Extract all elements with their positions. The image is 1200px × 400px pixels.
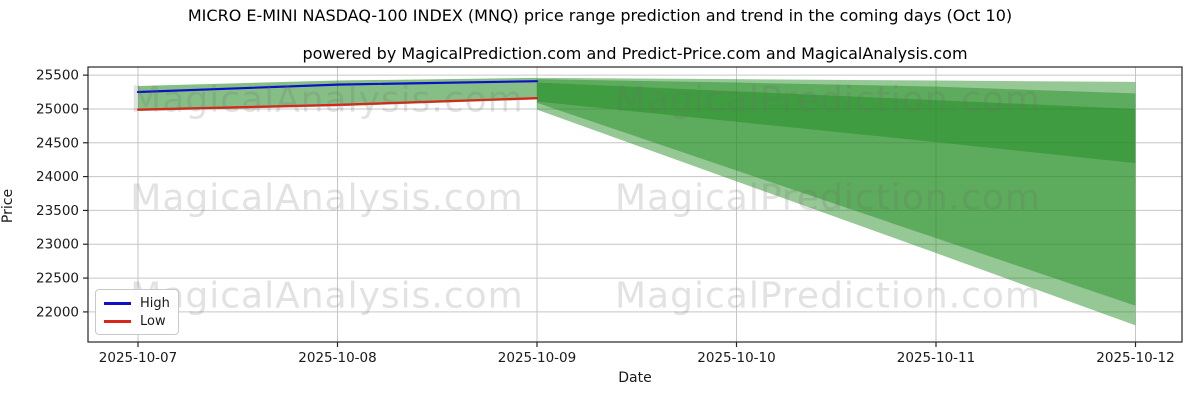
x-tick-label: 2025-10-07 — [99, 350, 177, 366]
watermark-analysis-row2: MagicalAnalysis.com — [130, 177, 524, 219]
watermark-prediction-row1: MagicalPrediction.com — [615, 79, 1041, 121]
y-tick-label: 23000 — [36, 237, 79, 253]
legend-item-high: High — [104, 295, 170, 313]
x-axis-label: Date — [618, 370, 652, 386]
x-tick-label: 2025-10-08 — [298, 350, 376, 366]
y-tick-label: 25000 — [36, 101, 79, 117]
x-tick-label: 2025-10-09 — [498, 350, 576, 366]
legend-high-line-swatch — [104, 302, 131, 306]
y-tick-label: 24500 — [36, 135, 79, 151]
legend-low-label: Low — [140, 313, 166, 329]
figure-subtitle: powered by MagicalPrediction.com and Pre… — [302, 44, 968, 63]
x-tick-label: 2025-10-12 — [1096, 350, 1174, 366]
band-historical-range — [138, 77, 537, 111]
band-forecast-outer — [537, 77, 1136, 326]
legend-item-low: Low — [104, 313, 170, 331]
band-forecast-middle — [537, 79, 1136, 306]
watermark-prediction-row3: MagicalPrediction.com — [615, 275, 1041, 317]
line-low — [136, 97, 539, 111]
y-tick-label: 22000 — [36, 304, 79, 320]
band-forecast-inner — [537, 82, 1136, 164]
legend-high-label: High — [140, 296, 170, 312]
y-tick-label: 22500 — [36, 271, 79, 287]
line-high — [136, 80, 539, 94]
x-tick-label: 2025-10-10 — [697, 350, 775, 366]
y-tick-label: 24000 — [36, 169, 79, 185]
x-tick-label: 2025-10-11 — [897, 350, 975, 366]
watermark-analysis-row1: MagicalAnalysis.com — [130, 79, 524, 121]
figure-title: MICRO E-MINI NASDAQ-100 INDEX (MNQ) pric… — [187, 6, 1013, 25]
y-tick-label: 25500 — [36, 68, 79, 84]
y-axis-label: Price — [0, 188, 16, 224]
legend-low-line-swatch — [104, 319, 131, 323]
legend: High Low — [95, 289, 179, 335]
watermark-prediction-row2: MagicalPrediction.com — [615, 177, 1041, 219]
y-tick-label: 23500 — [36, 203, 79, 219]
watermark-analysis-row3: MagicalAnalysis.com — [130, 275, 524, 317]
plot-border — [87, 66, 1183, 343]
